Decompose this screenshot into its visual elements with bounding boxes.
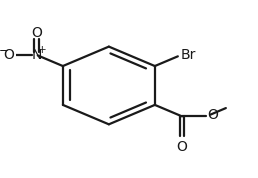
Text: O: O xyxy=(176,140,188,154)
Text: O: O xyxy=(207,109,218,122)
Text: N: N xyxy=(31,48,42,62)
Text: +: + xyxy=(38,46,46,56)
Text: Br: Br xyxy=(181,48,196,62)
Text: −: − xyxy=(0,44,9,57)
Text: O: O xyxy=(31,26,42,40)
Text: O: O xyxy=(3,48,14,62)
